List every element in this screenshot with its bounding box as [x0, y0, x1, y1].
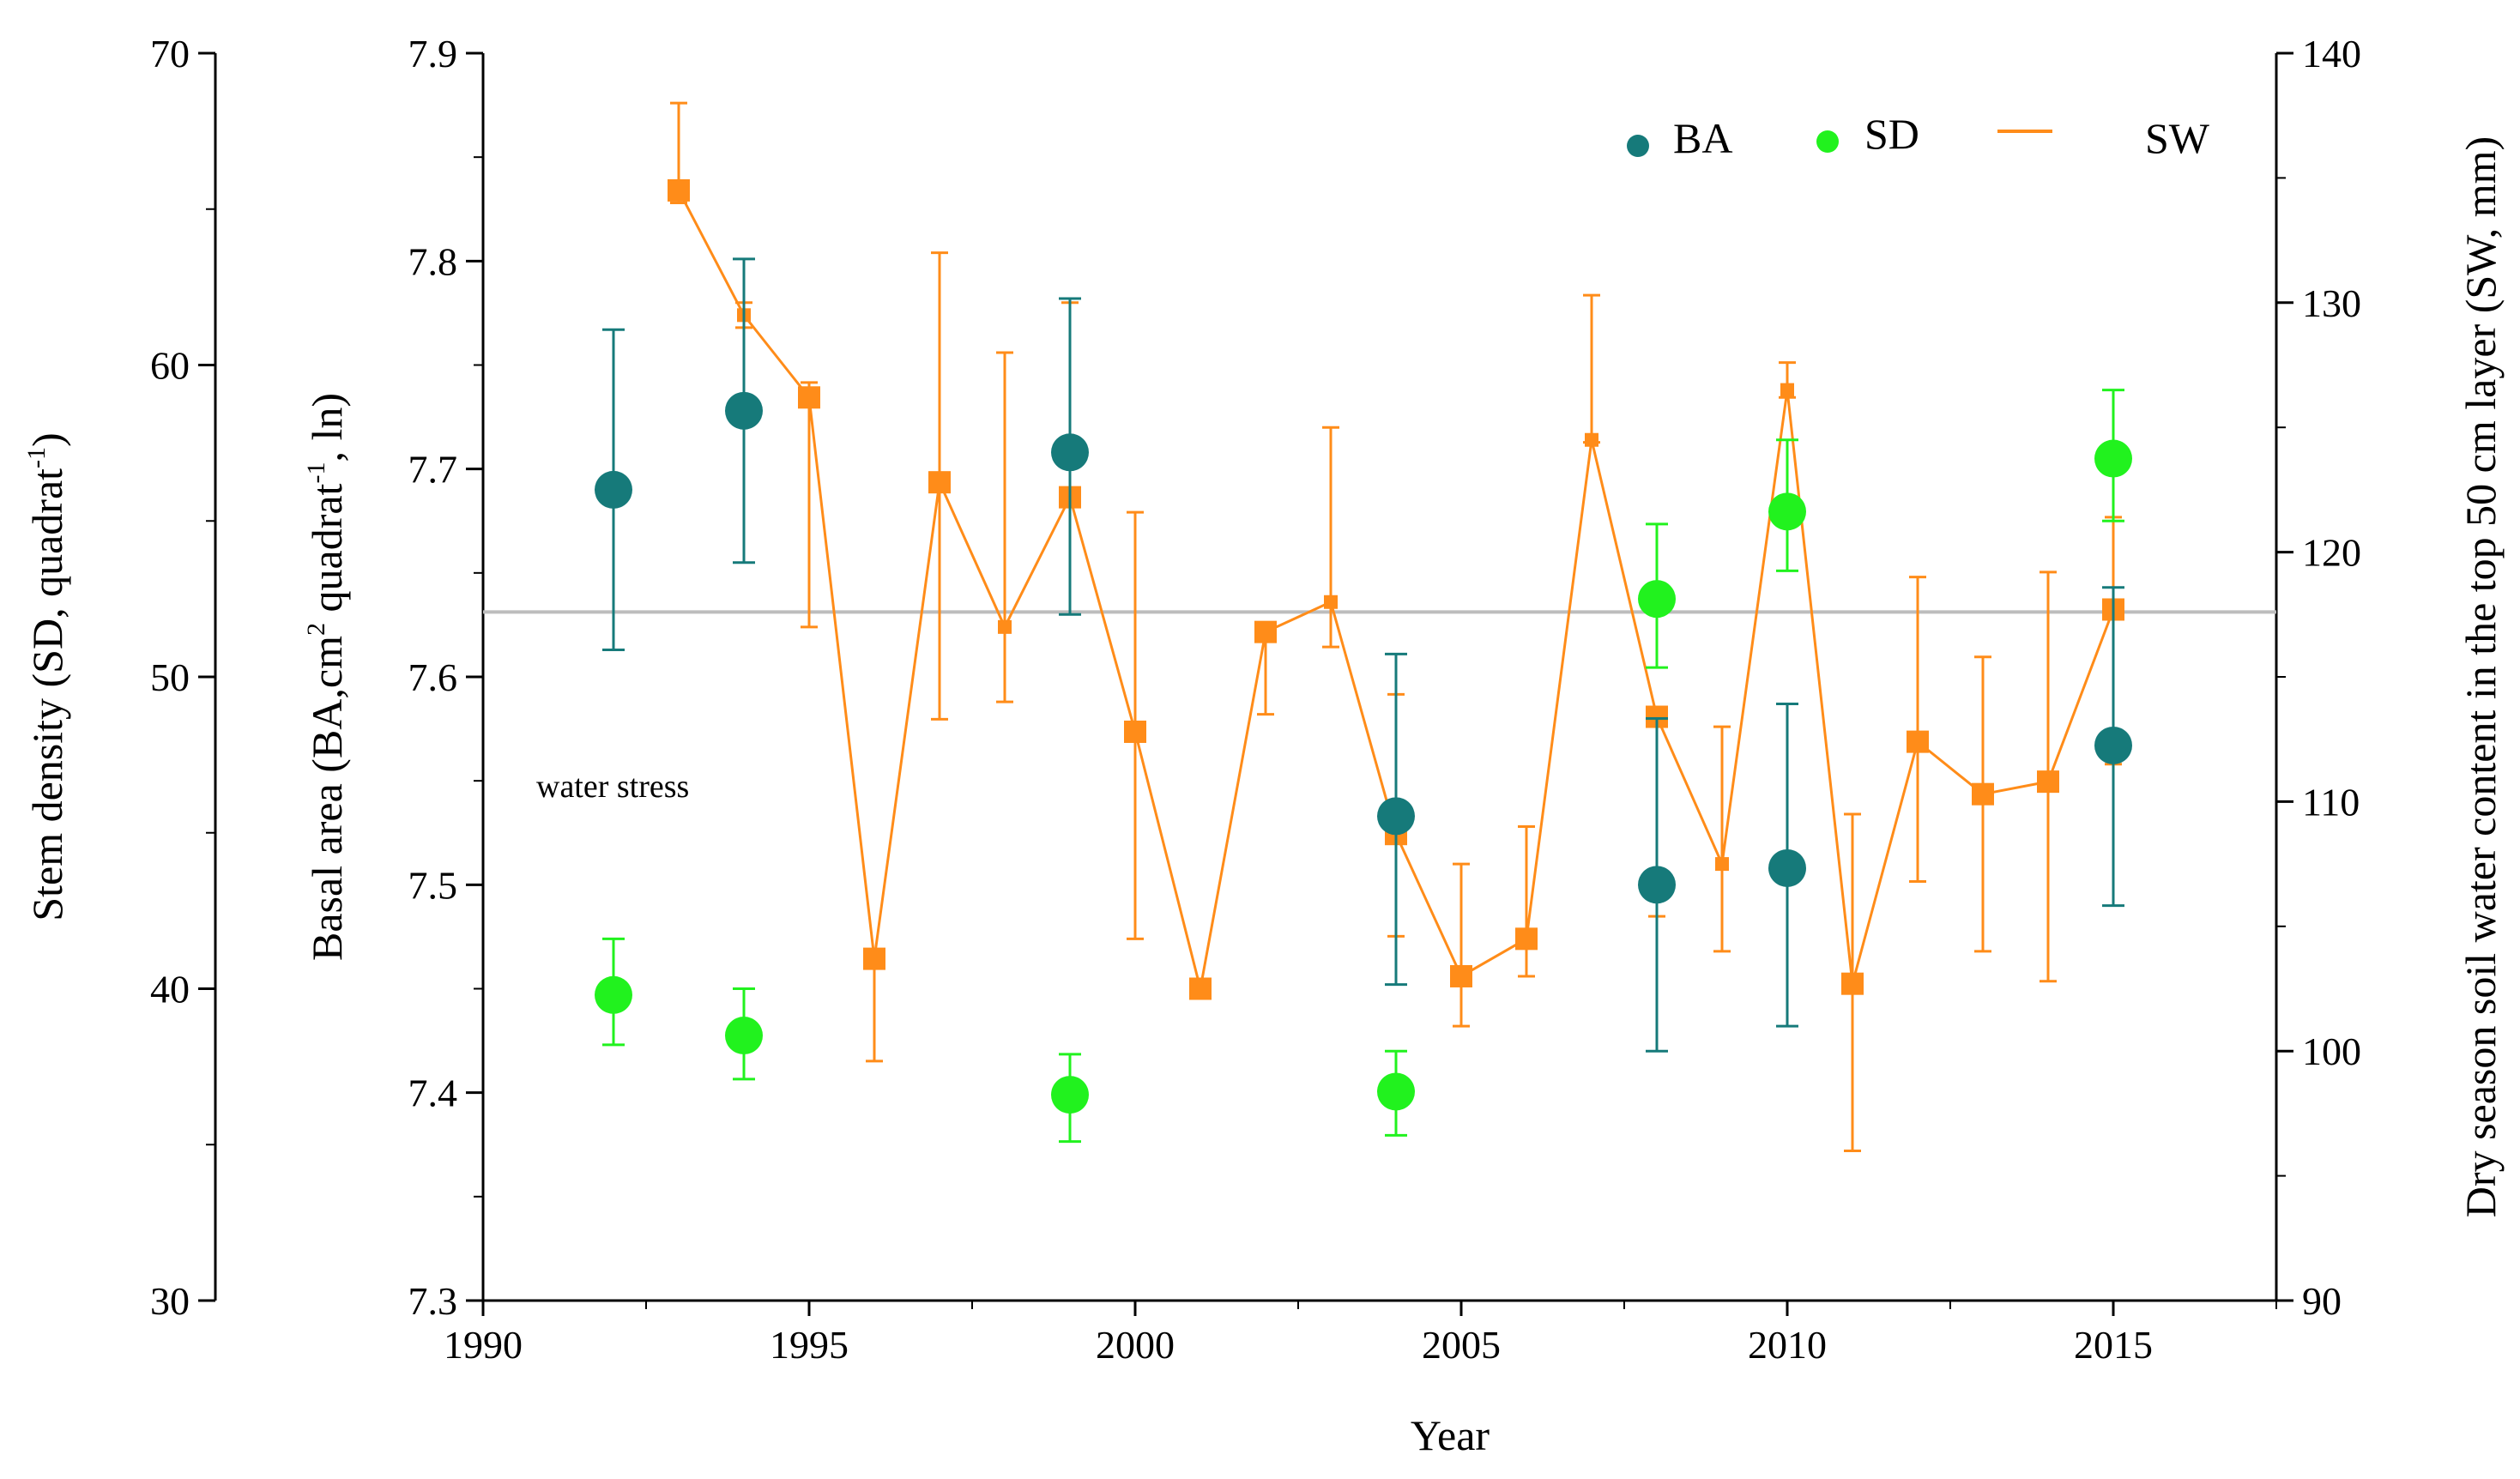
sd-point-4 [1638, 580, 1676, 619]
ba-point-4 [1638, 866, 1676, 904]
x-tick-label-5: 2015 [2074, 1323, 2153, 1367]
sw-point-21 [2037, 770, 2059, 794]
ba-axis-title-end: , ln) [303, 393, 351, 462]
sw-axis-title: Dry season soil water content in the top… [2457, 136, 2505, 1217]
ba-axis-title-main: Basal area (BA,cm [303, 636, 351, 961]
ba-tick-label-1: 7.4 [408, 1072, 458, 1115]
x-axis-title: Year [1411, 1411, 1490, 1459]
sd-axis-title-sup: -1 [22, 447, 51, 468]
x-tick-label-0: 1990 [444, 1323, 523, 1367]
series-sd [595, 389, 2132, 1144]
x-tick-label-4: 2010 [1748, 1323, 1827, 1367]
sd-tick-label-4: 70 [150, 32, 190, 75]
ba-point-2 [1051, 433, 1089, 472]
sw-point-8 [1189, 977, 1212, 1000]
sw-tick-label-0: 90 [2302, 1279, 2342, 1323]
annotation-water-stress: water stress [536, 769, 689, 805]
legend-sw-label: SW [2145, 114, 2210, 162]
sw-point-17 [1780, 383, 1794, 397]
sw-point-13 [1515, 927, 1538, 951]
sw-point-3 [863, 947, 885, 970]
ba-axis-title: Basal area (BA,cm2 quadrat-1, ln) [302, 393, 351, 961]
legend-sd-marker [1816, 130, 1839, 153]
sw-point-12 [1450, 964, 1472, 987]
axis-ticks: 1990 1995 2000 2005 2010 2015 7.3 7.4 7.5 7.6 7.7 7… [150, 32, 2361, 1367]
sw-tick-label-3: 120 [2302, 531, 2361, 575]
sw-point-19 [1907, 730, 1929, 753]
ba-point-1 [725, 391, 763, 430]
sw-tick-label-5: 140 [2302, 32, 2361, 75]
sd-axis-title: Stem density (SD, quadrat-1) [22, 432, 71, 921]
sd-tick-label-3: 60 [150, 344, 190, 388]
sw-point-9 [1254, 620, 1277, 643]
sw-tick-label-4: 130 [2302, 281, 2361, 325]
sd-point-0 [595, 975, 632, 1014]
legend-sd-label: SD [1864, 110, 1919, 158]
ba-point-3 [1377, 797, 1415, 836]
ba-tick-label-5: 7.8 [408, 239, 458, 283]
sd-point-6 [2094, 439, 2132, 478]
legend-ba-label: BA [1673, 114, 1732, 162]
sw-tick-label-2: 110 [2302, 780, 2360, 824]
ba-tick-label-6: 7.9 [408, 32, 458, 75]
sw-point-14 [1585, 432, 1598, 447]
ba-point-0 [595, 470, 632, 509]
ba-point-5 [1768, 848, 1806, 887]
ba-axis-title-mid: quadrat [303, 483, 351, 623]
ba-axis-title-sup2: -1 [302, 462, 330, 484]
legend-ba-marker [1627, 135, 1649, 157]
sw-point-16 [1715, 857, 1729, 872]
sw-tick-label-1: 100 [2302, 1029, 2361, 1073]
sd-axis-title-main: Stem density (SD, quadrat [23, 468, 71, 921]
x-tick-label-1: 1995 [770, 1323, 849, 1367]
sw-point-2 [798, 386, 820, 409]
x-tick-label-3: 2005 [1422, 1323, 1501, 1367]
sw-point-7 [1124, 720, 1146, 743]
plot-frame [214, 53, 2278, 1302]
ba-tick-label-0: 7.3 [408, 1279, 458, 1323]
sd-tick-label-1: 40 [150, 968, 190, 1011]
series-sw [668, 101, 2124, 1153]
sw-point-18 [1841, 972, 1864, 995]
sd-tick-label-0: 30 [150, 1279, 190, 1323]
ba-axis-title-sup1: 2 [302, 623, 330, 636]
sd-point-2 [1051, 1076, 1089, 1114]
sw-point-0 [668, 178, 690, 202]
ba-tick-label-3: 7.6 [408, 655, 458, 699]
ba-tick-label-4: 7.7 [408, 448, 458, 492]
ba-tick-label-2: 7.5 [408, 863, 458, 907]
sw-point-4 [928, 471, 951, 494]
sd-point-1 [725, 1017, 763, 1055]
sw-point-20 [1972, 782, 1994, 806]
legend: BA SD SW [1627, 110, 2210, 162]
series-ba [595, 257, 2132, 1053]
sd-point-5 [1768, 492, 1806, 531]
ba-point-6 [2094, 726, 2132, 764]
sd-point-3 [1377, 1072, 1415, 1111]
sd-axis-title-end: ) [23, 432, 71, 447]
sw-point-10 [1324, 595, 1338, 609]
sw-point-5 [998, 619, 1012, 634]
x-tick-label-2: 2000 [1096, 1323, 1175, 1367]
sd-tick-label-2: 50 [150, 655, 190, 699]
